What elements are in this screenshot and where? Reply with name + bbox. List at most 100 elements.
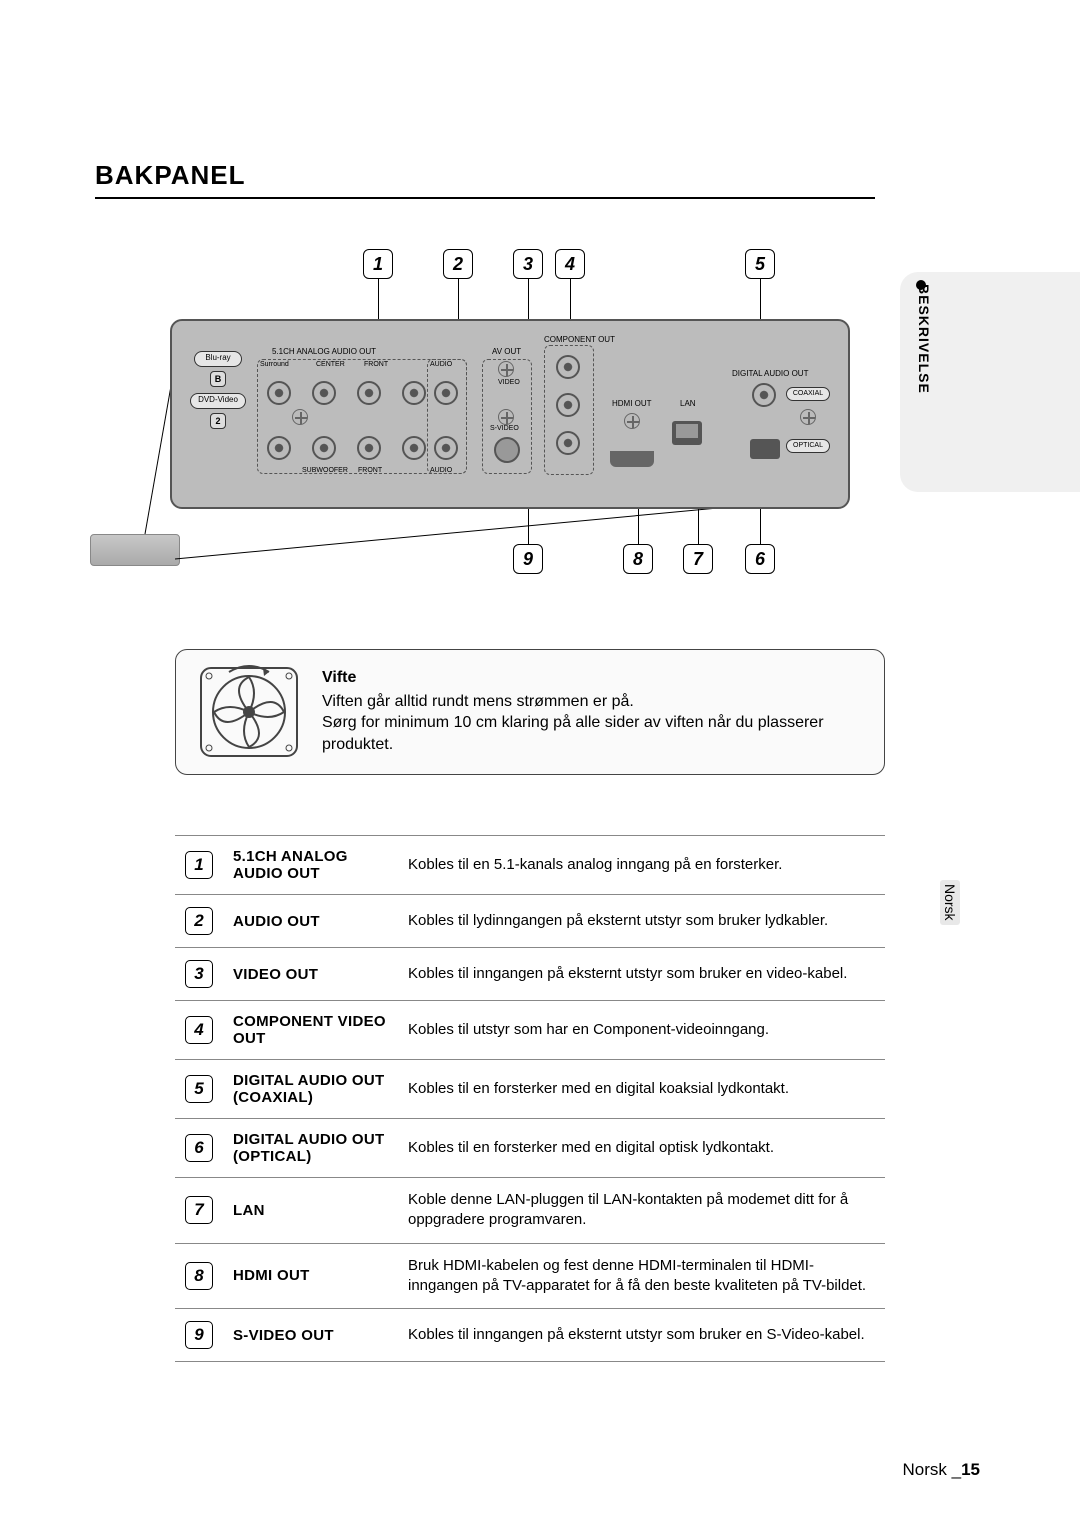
row-num-cell: 6 xyxy=(175,1119,223,1178)
screw-1 xyxy=(292,409,308,425)
jack-audio-l-top xyxy=(402,381,426,405)
callout-4: 4 xyxy=(555,249,585,279)
label-dvd: DVD-Video xyxy=(190,393,246,409)
jack-component-y xyxy=(556,355,580,379)
table-row: 1 5.1CH ANALOG AUDIO OUTKobles til en 5.1… xyxy=(175,836,885,895)
screw-4 xyxy=(624,413,640,429)
table-row: 8 HDMI OUTBruk HDMI-kabelen og fest denne… xyxy=(175,1243,885,1309)
row-desc: Kobles til inngangen på eksternt utstyr … xyxy=(398,1309,885,1362)
label-coaxial: COAXIAL xyxy=(786,387,830,401)
disc-button-2: 2 xyxy=(210,413,226,429)
jack-surround-r xyxy=(267,436,291,460)
row-name: COMPONENT VIDEO OUT xyxy=(223,1001,398,1060)
row-num-cell: 7 xyxy=(175,1178,223,1244)
jack-audio-r-bot xyxy=(402,436,426,460)
row-desc: Kobles til utstyr som har en Component-v… xyxy=(398,1001,885,1060)
callout-5: 5 xyxy=(745,249,775,279)
row-desc: Kobles til en 5.1-kanals analog inngang … xyxy=(398,836,885,895)
callout-9: 9 xyxy=(513,544,543,574)
jack-front-l xyxy=(357,381,381,405)
fan-body-1: Viften går alltid rundt mens strømmen er… xyxy=(322,691,866,713)
label-hdmi: HDMI OUT xyxy=(612,399,652,408)
screw-3 xyxy=(498,409,514,425)
label-digital: DIGITAL AUDIO OUT xyxy=(732,369,808,378)
port-hdmi xyxy=(610,451,654,467)
label-front-l: FRONT xyxy=(364,361,388,368)
footer-page: 15 xyxy=(961,1460,980,1479)
rear-panel-diagram: 1 2 3 4 5 9 8 7 6 Blu-ray B DVD-Vid xyxy=(95,249,875,609)
fan-icon xyxy=(194,662,304,762)
jack-svideo xyxy=(494,437,520,463)
row-name: 5.1CH ANALOG AUDIO OUT xyxy=(223,836,398,895)
page-footer: Norsk _15 xyxy=(902,1460,980,1480)
row-num-cell: 2 xyxy=(175,895,223,948)
jack-audio-out-r xyxy=(434,436,458,460)
jack-surround-l xyxy=(267,381,291,405)
row-num-badge: 5 xyxy=(185,1075,213,1103)
jack-component-pr xyxy=(556,431,580,455)
callout-3: 3 xyxy=(513,249,543,279)
row-desc: Kobles til inngangen på eksternt utstyr … xyxy=(398,948,885,1001)
jack-audio-out-l xyxy=(434,381,458,405)
row-num-cell: 1 xyxy=(175,836,223,895)
table-row: 3VIDEO OUTKobles til inngangen på ekster… xyxy=(175,948,885,1001)
label-center: CENTER xyxy=(316,361,345,368)
row-name: AUDIO OUT xyxy=(223,895,398,948)
row-num-cell: 9 xyxy=(175,1309,223,1362)
side-tab-bullet xyxy=(916,280,926,290)
footer-lang: Norsk xyxy=(902,1460,946,1479)
row-name: S-VIDEO OUT xyxy=(223,1309,398,1362)
label-51analog: 5.1CH ANALOG AUDIO OUT xyxy=(272,347,376,356)
callout-6: 6 xyxy=(745,544,775,574)
fan-info-box: Vifte Viften går alltid rundt mens strøm… xyxy=(175,649,885,775)
row-num-cell: 5 xyxy=(175,1060,223,1119)
row-name: LAN xyxy=(223,1178,398,1244)
row-num-badge: 7 xyxy=(185,1196,213,1224)
row-num-cell: 4 xyxy=(175,1001,223,1060)
row-desc: Koble denne LAN-pluggen til LAN-kontakte… xyxy=(398,1178,885,1244)
row-name: DIGITAL AUDIO OUT (OPTICAL) xyxy=(223,1119,398,1178)
jack-front-r xyxy=(357,436,381,460)
side-tab: BESKRIVELSE xyxy=(900,272,1080,492)
jack-coaxial xyxy=(752,383,776,407)
unit-fragment xyxy=(90,534,180,566)
row-desc: Bruk HDMI-kabelen og fest denne HDMI-ter… xyxy=(398,1243,885,1309)
row-num-badge: 9 xyxy=(185,1321,213,1349)
side-language-tab: Norsk xyxy=(940,880,960,925)
label-bluray: Blu-ray xyxy=(194,351,242,367)
row-desc: Kobles til en forsterker med en digital … xyxy=(398,1060,885,1119)
jack-component-pb xyxy=(556,393,580,417)
label-component: COMPONENT OUT xyxy=(544,335,615,344)
callout-8: 8 xyxy=(623,544,653,574)
label-surround-l: Surround xyxy=(260,361,289,368)
row-num-badge: 8 xyxy=(185,1262,213,1290)
label-subwoofer: SUBWOOFER xyxy=(302,467,348,474)
table-row: 5DIGITAL AUDIO OUT (COAXIAL)Kobles til e… xyxy=(175,1060,885,1119)
label-avout: AV OUT xyxy=(492,347,521,356)
fan-text: Vifte Viften går alltid rundt mens strøm… xyxy=(322,669,866,756)
table-row: 2AUDIO OUTKobles til lydinngangen på eks… xyxy=(175,895,885,948)
section-title: BAKPANEL xyxy=(95,160,875,199)
callout-2: 2 xyxy=(443,249,473,279)
connector-table: 1 5.1CH ANALOG AUDIO OUTKobles til en 5.1… xyxy=(175,835,885,1362)
row-name: VIDEO OUT xyxy=(223,948,398,1001)
table-row: 7 LANKoble denne LAN-pluggen til LAN-kont… xyxy=(175,1178,885,1244)
label-audio-r: AUDIO xyxy=(430,467,452,474)
row-num-badge: 2 xyxy=(185,907,213,935)
fan-title: Vifte xyxy=(322,669,866,687)
fan-body-2: Sørg for minimum 10 cm klaring på alle s… xyxy=(322,712,866,755)
table-row: 4 COMPONENT VIDEO OUTKobles til utstyr so… xyxy=(175,1001,885,1060)
port-optical xyxy=(750,439,780,459)
jack-center xyxy=(312,381,336,405)
row-num-badge: 1 xyxy=(185,851,213,879)
label-optical: OPTICAL xyxy=(786,439,830,453)
port-lan xyxy=(672,421,702,445)
row-name: HDMI OUT xyxy=(223,1243,398,1309)
footer-sep: _ xyxy=(947,1460,961,1479)
callout-7: 7 xyxy=(683,544,713,574)
label-svideo: S-VIDEO xyxy=(490,425,519,432)
row-desc: Kobles til en forsterker med en digital … xyxy=(398,1119,885,1178)
table-row: 9 S-VIDEO OUTKobles til inngangen på ekst… xyxy=(175,1309,885,1362)
table-row: 6DIGITAL AUDIO OUT (OPTICAL)Kobles til e… xyxy=(175,1119,885,1178)
row-num-badge: 4 xyxy=(185,1016,213,1044)
